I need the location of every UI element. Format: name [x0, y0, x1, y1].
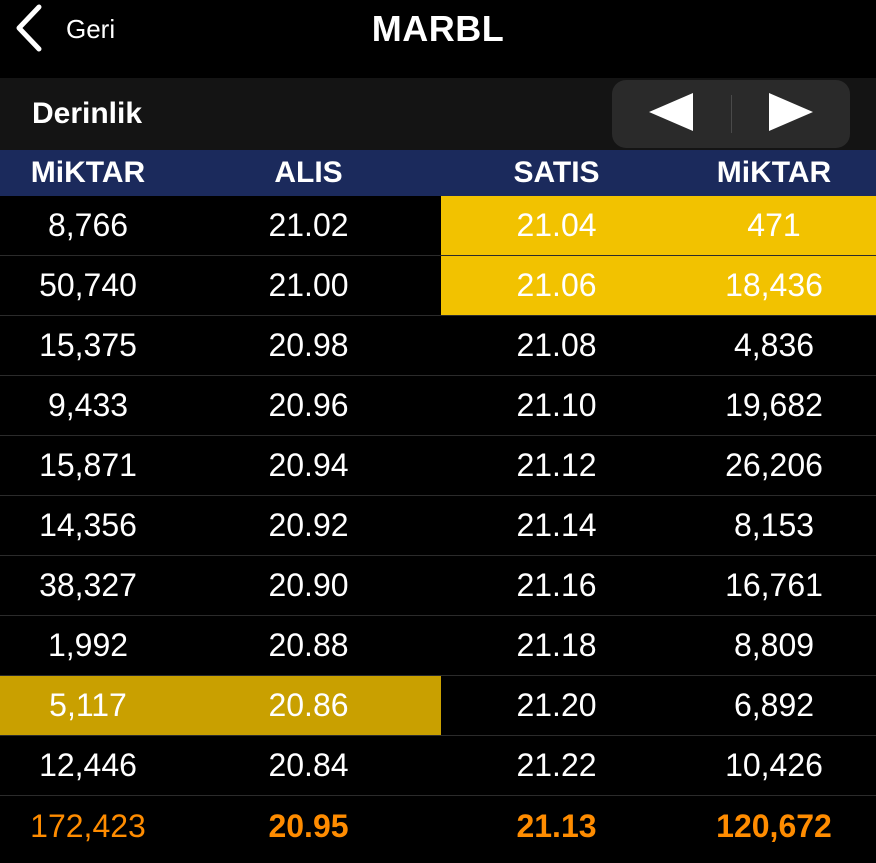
sell-price: 21.16	[516, 567, 597, 603]
buy-price: 20.88	[268, 627, 349, 663]
sell-quantity: 18,436	[672, 256, 876, 315]
header-buy-quantity: MiKTAR	[30, 156, 146, 189]
buy-quantity: 15,375	[39, 327, 137, 363]
header-sell-quantity: MiKTAR	[716, 156, 832, 189]
total-sell-quantity: 120,672	[716, 807, 832, 844]
sell-quantity: 8,153	[733, 507, 815, 543]
sell-price: 21.12	[516, 447, 597, 483]
next-button[interactable]	[732, 80, 851, 148]
totals-row: 172,423 20.95 21.13 120,672	[0, 796, 876, 856]
buy-quantity: 14,356	[39, 507, 137, 543]
buy-price: 21.00	[268, 267, 349, 303]
sell-price: 21.22	[516, 747, 597, 783]
depth-table: 8,766 21.02 21.04 471 50,740 21.00 21.06…	[0, 196, 876, 796]
section-bar: Derinlik	[0, 78, 876, 150]
sell-price: 21.14	[516, 507, 597, 543]
sell-quantity: 16,761	[725, 567, 823, 603]
previous-button[interactable]	[612, 80, 731, 148]
average-buy-price: 20.95	[268, 807, 349, 844]
sell-quantity: 10,426	[725, 747, 823, 783]
header-sell-price: SATIS	[513, 156, 600, 189]
sell-price: 21.18	[516, 627, 597, 663]
buy-price: 20.90	[268, 567, 349, 603]
triangle-right-icon	[768, 92, 813, 136]
sell-price: 21.08	[516, 327, 597, 363]
table-row: 38,327 20.90 21.16 16,761	[0, 556, 876, 616]
table-row: 15,871 20.94 21.12 26,206	[0, 436, 876, 496]
sell-price: 21.04	[441, 196, 672, 255]
table-row: 5,117 20.86 21.20 6,892	[0, 676, 876, 736]
pager-divider	[730, 95, 732, 133]
total-buy-quantity: 172,423	[30, 807, 146, 844]
buy-price: 20.92	[268, 507, 349, 543]
table-row: 12,446 20.84 21.22 10,426	[0, 736, 876, 796]
sell-quantity: 6,892	[733, 687, 815, 723]
sell-quantity: 19,682	[725, 387, 823, 423]
sell-quantity: 26,206	[725, 447, 823, 483]
page-title: MARBL	[371, 8, 505, 49]
buy-quantity: 8,766	[47, 207, 129, 243]
buy-quantity: 15,871	[39, 447, 137, 483]
buy-price: 20.86	[176, 676, 441, 735]
table-row: 1,992 20.88 21.18 8,809	[0, 616, 876, 676]
triangle-left-icon	[649, 92, 694, 136]
header-buy-price: ALIS	[274, 156, 343, 189]
sell-price: 21.06	[441, 256, 672, 315]
average-sell-price: 21.13	[516, 807, 597, 844]
sell-price: 21.20	[516, 687, 597, 723]
buy-quantity: 1,992	[47, 627, 129, 663]
back-label: Geri	[66, 13, 116, 44]
buy-price: 20.84	[268, 747, 349, 783]
sell-price: 21.10	[516, 387, 597, 423]
buy-price: 20.94	[268, 447, 349, 483]
buy-quantity: 9,433	[47, 387, 129, 423]
table-header: MiKTAR ALIS SATIS MiKTAR	[0, 150, 876, 196]
table-row: 50,740 21.00 21.06 18,436	[0, 256, 876, 316]
top-nav-bar: Geri MARBL	[0, 0, 876, 78]
chevron-left-icon	[14, 4, 44, 54]
buy-quantity: 5,117	[0, 676, 176, 735]
sell-quantity: 8,809	[733, 627, 815, 663]
sell-quantity: 471	[672, 196, 876, 255]
buy-quantity: 38,327	[39, 567, 137, 603]
buy-price: 20.98	[268, 327, 349, 363]
buy-quantity: 12,446	[39, 747, 137, 783]
table-row: 9,433 20.96 21.10 19,682	[0, 376, 876, 436]
section-title: Derinlik	[32, 97, 143, 130]
back-button[interactable]: Geri	[14, 4, 115, 54]
table-row: 8,766 21.02 21.04 471	[0, 196, 876, 256]
table-row: 14,356 20.92 21.14 8,153	[0, 496, 876, 556]
sell-quantity: 4,836	[733, 327, 815, 363]
buy-quantity: 50,740	[39, 267, 137, 303]
table-row: 15,375 20.98 21.08 4,836	[0, 316, 876, 376]
buy-price: 21.02	[268, 207, 349, 243]
buy-price: 20.96	[268, 387, 349, 423]
pager	[612, 80, 850, 148]
